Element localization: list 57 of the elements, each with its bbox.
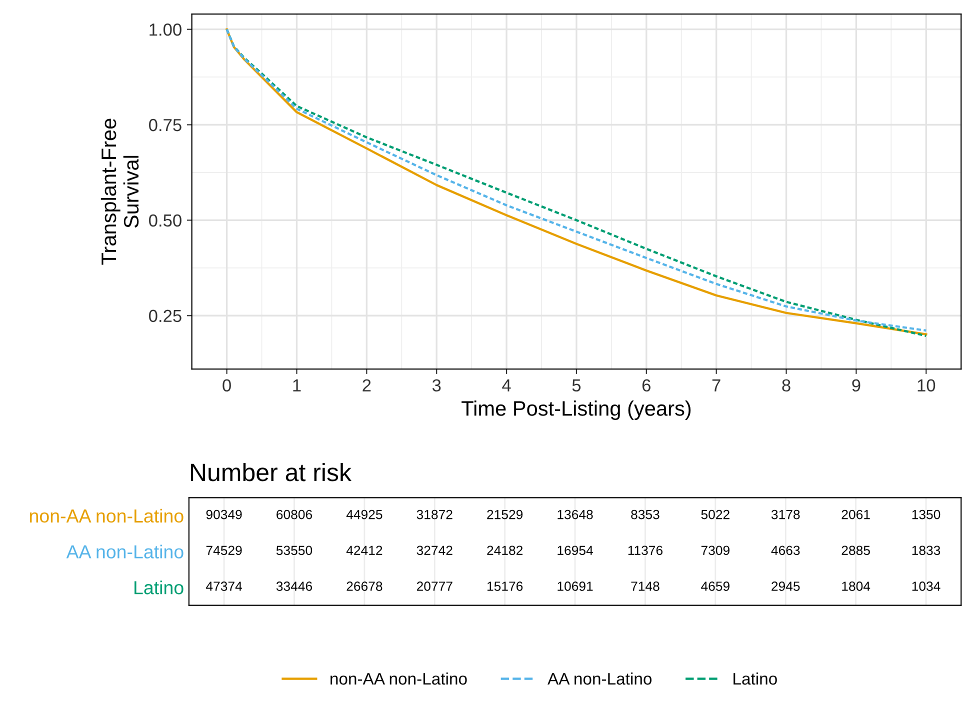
data-label: 32742 [416,546,452,556]
y-tick-label: non-AA non-Latino [30,508,184,523]
data-label: 11376 [628,546,663,556]
y-tick-label: AA non-Latino [66,544,184,558]
y-tick-label: 0.25 [149,310,182,322]
legend-label: Latino [734,672,777,685]
data-label: 33446 [276,582,312,591]
data-label: 8353 [631,510,660,520]
x-tick-label: 0 [222,379,231,392]
y-tick-label: 0.75 [149,118,182,132]
x-tick-label: 3 [432,379,441,392]
data-label: 1350 [912,510,940,520]
legend-label: non-AA non-Latino [330,672,467,685]
data-label: 2945 [772,582,800,591]
data-label: 1034 [912,582,940,591]
data-label: 26678 [346,582,382,591]
legend-label: AA non-Latino [548,672,652,685]
data-label: 53550 [276,546,312,556]
x-tick-label: 10 [918,379,936,392]
data-label: 4663 [771,546,800,556]
x-tick-label: 7 [712,379,720,392]
x-tick-label: 4 [502,379,511,392]
x-tick-label: 6 [642,379,650,392]
y-tick-label: 1.00 [150,23,182,36]
data-label: 5022 [701,510,730,520]
y-tick-label: Latino [134,580,184,594]
y-tick-label: 0.50 [149,214,182,227]
data-label: 10691 [558,582,593,591]
x-tick-label: 1 [293,379,301,392]
chart-title: Number at risk [190,462,352,482]
data-label: 31872 [416,510,452,520]
data-label: 42412 [346,546,382,555]
data-label: 2061 [842,510,870,520]
data-label: 1804 [842,582,870,591]
data-label: 7309 [701,546,730,556]
x-tick-label: 2 [362,379,371,392]
data-label: 4659 [701,582,730,591]
data-label: 47374 [206,582,242,591]
data-label: 74529 [206,546,242,556]
x-tick-label: 5 [572,379,581,392]
data-label: 21529 [487,510,523,520]
data-label: 20777 [416,582,452,591]
data-label: 16954 [558,546,593,556]
data-label: 2885 [842,546,870,556]
data-label: 15176 [487,582,523,591]
data-label: 90349 [206,510,242,520]
data-label: 60806 [276,510,312,520]
data-label: 3178 [771,510,800,520]
data-label: 1833 [912,546,940,556]
data-label: 44925 [346,510,382,520]
y-axis-title: Transplant-Free Survival [100,118,139,265]
x-tick-label: 8 [782,379,790,392]
data-label: 7148 [631,582,660,591]
data-label: 24182 [487,546,523,556]
x-tick-label: 9 [852,379,860,392]
x-axis-title: Time Post-Listing (years) [462,400,691,420]
data-label: 13648 [558,510,593,520]
